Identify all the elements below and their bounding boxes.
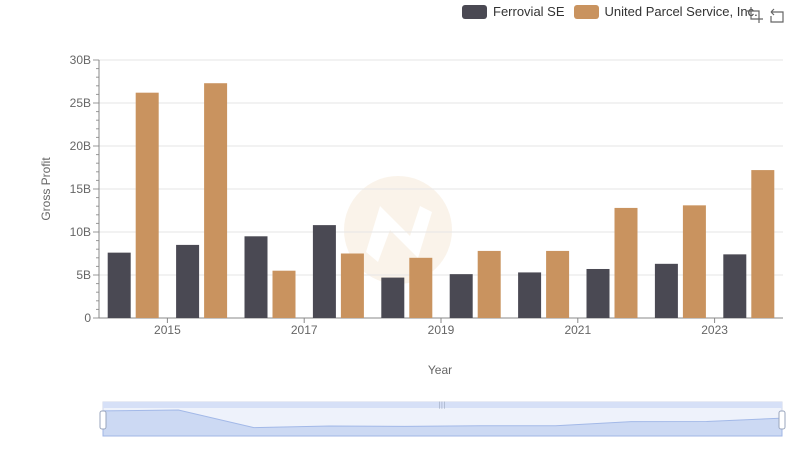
y-tick-label: 30B [70,53,91,67]
y-tick-label: 20B [70,139,91,153]
bar-ferrovial-2018 [381,277,405,318]
bar-ups-2014 [135,92,159,319]
bar-ferrovial-2016 [244,236,268,318]
legend-item-ups[interactable]: United Parcel Service, Inc. [573,4,758,19]
data-zoom-grip-icon: ||| [438,401,445,409]
zoom-icon[interactable] [746,6,764,24]
legend-swatch-ups [573,4,599,19]
bar-ferrovial-2022 [654,263,678,318]
x-tick-label: 2015 [154,323,181,337]
x-tick-label: 2023 [701,323,728,337]
bar-ups-2022 [682,205,706,318]
x-tick-label: 2019 [428,323,455,337]
legend-label-ferrovial: Ferrovial SE [493,4,565,19]
y-tick-label: 15B [70,182,91,196]
watermark-logo [344,176,452,284]
x-tick-label: 2021 [564,323,591,337]
bar-ups-2021 [614,207,638,318]
x-axis-title: Year [428,363,452,377]
bar-ups-2018 [409,257,433,318]
toolbox [746,6,790,24]
legend-item-ferrovial[interactable]: Ferrovial SE [462,4,565,19]
watermark-mark [366,206,432,262]
x-tick-label: 2017 [291,323,318,337]
data-zoom-handle-left[interactable] [99,410,107,430]
watermark-circle [344,176,452,284]
bar-ferrovial-2020 [518,272,542,318]
legend-label-ups: United Parcel Service, Inc. [604,4,758,19]
bar-ups-2019 [477,250,501,318]
y-tick-label: 5B [76,268,91,282]
restore-icon[interactable] [768,6,786,24]
legend: Ferrovial SE United Parcel Service, Inc. [462,4,767,19]
y-tick-label: 0 [84,311,91,325]
bar-ferrovial-2021 [586,268,610,318]
data-zoom-handle-right[interactable] [778,410,786,430]
y-axis-title: Gross Profit [39,157,53,221]
bar-ups-2015 [204,83,228,318]
bar-ups-2017 [340,253,364,318]
legend-swatch-ferrovial [462,4,487,19]
bar-ferrovial-2019 [449,274,473,318]
bar-ups-2016 [272,270,296,318]
bar-ferrovial-2014 [107,252,131,318]
bar-ferrovial-2023 [723,254,747,318]
bar-ups-2020 [546,250,570,318]
bar-ups-2023 [751,170,775,318]
data-zoom-top-bar [103,402,782,408]
data-zoom-slider[interactable]: ||| [99,401,786,437]
bar-ferrovial-2017 [312,225,336,318]
y-tick-label: 25B [70,96,91,110]
bar-ferrovial-2015 [176,244,200,318]
y-tick-label: 10B [70,225,91,239]
